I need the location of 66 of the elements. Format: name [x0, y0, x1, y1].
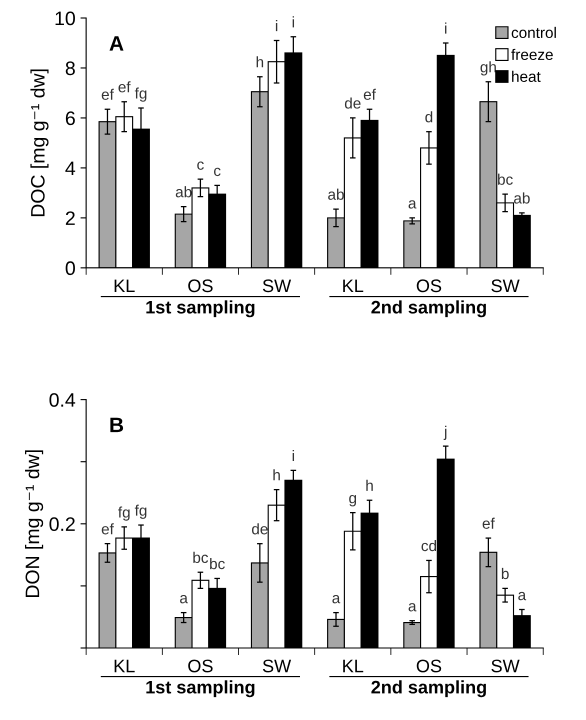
- data-label: cd: [422, 540, 436, 552]
- data-label: h: [256, 56, 264, 68]
- data-label: i: [445, 22, 446, 34]
- data-label: ef: [482, 518, 495, 529]
- x-tick-label: SW: [262, 660, 292, 672]
- text: 1st sampling: [146, 680, 254, 698]
- data-label: ef: [102, 523, 114, 534]
- data-label: a: [518, 592, 526, 600]
- data-label: ab: [514, 192, 530, 204]
- x-tick-label: OS: [188, 279, 213, 292]
- data-label: i: [292, 450, 294, 462]
- data-label: ef: [364, 88, 376, 100]
- legend-label: heat: [512, 70, 541, 82]
- data-label: h: [366, 480, 373, 491]
- data-label: a: [408, 603, 416, 612]
- x-tick-label: OS: [188, 660, 213, 672]
- y-tick-label: 2: [66, 211, 75, 225]
- data-label: fg: [134, 87, 146, 102]
- y-axis-title: DON [mg g⁻¹ dw]: [25, 450, 44, 598]
- legend-label: control: [512, 26, 556, 38]
- data-label: h: [273, 469, 280, 480]
- y-tick-label: 0: [66, 261, 75, 276]
- data-label: i: [292, 16, 294, 28]
- data-label: ef: [118, 81, 131, 92]
- data-label: j: [444, 426, 446, 440]
- data-label: a: [180, 595, 188, 604]
- y-tick-label: 6: [66, 111, 75, 126]
- data-label: g: [349, 495, 356, 506]
- x-tick-label: OS: [416, 279, 442, 292]
- y-tick-label: 0.2: [49, 517, 75, 532]
- data-label: c: [214, 168, 221, 176]
- y-axis-title: DOC [mg g⁻¹ dw]: [30, 69, 49, 216]
- legend-label: freeze: [511, 48, 553, 60]
- x-tick-label: KL: [114, 660, 135, 672]
- data-label: de: [344, 97, 361, 109]
- x-tick-label: SW: [491, 279, 520, 292]
- y-tick-label: 10: [56, 11, 75, 26]
- data-label: gh: [480, 61, 496, 76]
- y-tick-label: 4: [65, 162, 76, 175]
- data-label: bc: [498, 174, 513, 185]
- text: 2nd sampling: [371, 680, 486, 698]
- data-label: bc: [210, 558, 225, 570]
- x-tick-label: SW: [262, 279, 292, 292]
- text: A: [110, 36, 124, 51]
- y-tick-label: 0.4: [49, 393, 76, 407]
- x-tick-label: KL: [114, 280, 135, 292]
- data-label: ef: [102, 88, 114, 100]
- text: 1st sampling: [146, 300, 254, 318]
- data-label: a: [332, 595, 340, 604]
- text: B: [110, 418, 124, 432]
- data-label: b: [502, 568, 509, 580]
- data-label: ab: [328, 188, 344, 200]
- x-tick-label: KL: [343, 660, 364, 672]
- x-tick-label: KL: [343, 280, 364, 292]
- data-label: d: [425, 111, 432, 122]
- data-label: ab: [176, 186, 192, 198]
- data-label: i: [276, 20, 278, 32]
- text: 2nd sampling: [371, 300, 486, 318]
- y-tick-label: 8: [66, 61, 75, 76]
- data-label: fg: [118, 506, 130, 521]
- data-label: bc: [193, 552, 208, 564]
- data-label: fg: [134, 504, 146, 519]
- data-label: c: [197, 162, 204, 170]
- data-label: a: [408, 200, 416, 209]
- x-tick-label: SW: [491, 660, 520, 672]
- x-tick-label: OS: [416, 660, 442, 672]
